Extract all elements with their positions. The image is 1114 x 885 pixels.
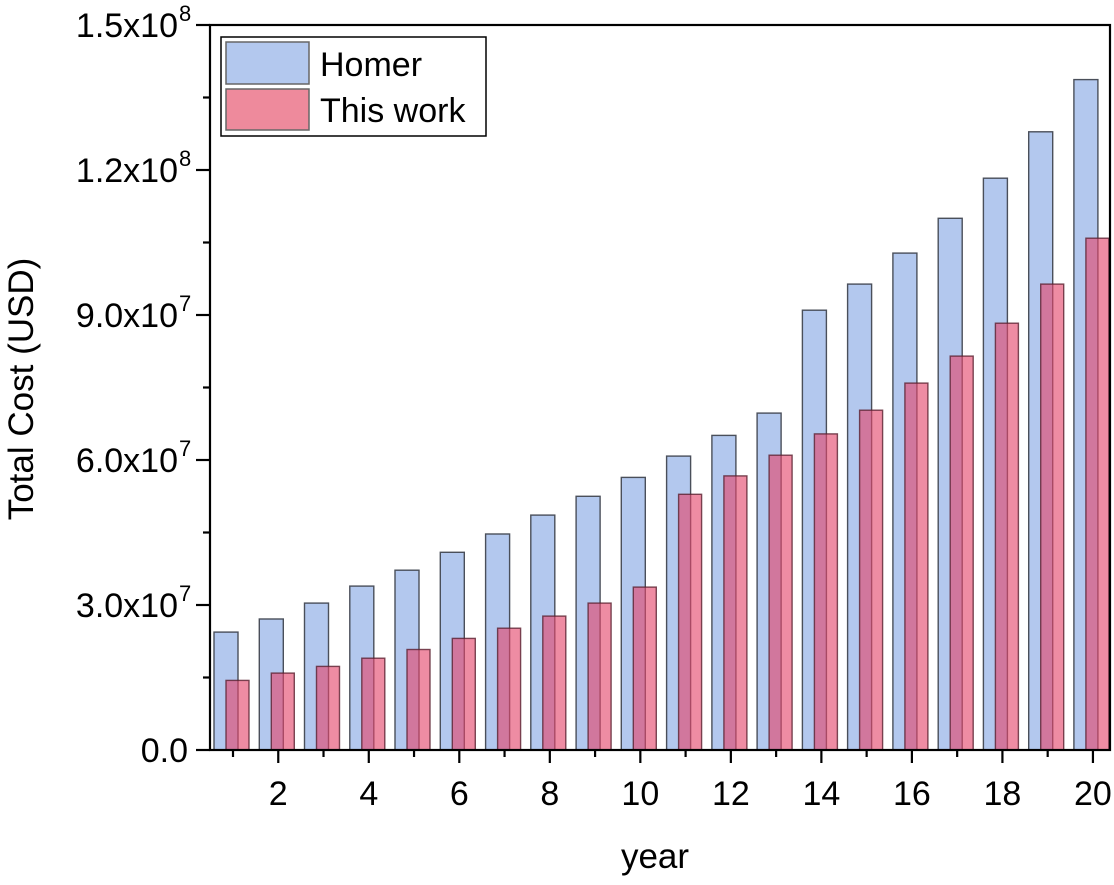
bar-this-work <box>858 409 884 751</box>
bar-this-work <box>1085 237 1110 751</box>
bar-this-work <box>904 382 929 751</box>
bar-this-work <box>587 602 612 751</box>
y-tick-label: 1.2x10 <box>76 152 178 190</box>
legend-swatch-this-work <box>225 88 310 131</box>
x-axis-ticks: 2 4 6 8 10 12 14 16 18 20 <box>231 750 1112 813</box>
y-axis-ticks: 0.03.0x10 76.0x10 79.0x10 71.2x10 81.5x10 8 <box>76 1 210 770</box>
y-tick-label: 0.0 <box>141 732 188 770</box>
x-tick-label: 6 <box>450 775 469 813</box>
bar-this-work <box>949 355 974 751</box>
bar-this-work <box>542 615 567 751</box>
series-this-work-bars <box>225 237 1110 751</box>
bar-this-work <box>768 454 793 751</box>
y-tick-exponent: 7 <box>179 291 191 316</box>
bar-this-work <box>677 493 703 751</box>
x-tick-label: 2 <box>269 775 288 813</box>
x-tick-label: 12 <box>712 775 750 813</box>
legend-label-homer: Homer <box>320 46 422 84</box>
y-tick-exponent: 7 <box>179 581 191 606</box>
bar-this-work <box>1039 283 1065 751</box>
y-tick-label: 6.0x10 <box>76 442 178 480</box>
bar-this-work <box>723 475 748 751</box>
x-tick-label: 14 <box>802 775 840 813</box>
bar-this-work <box>361 657 386 751</box>
bar-this-work <box>406 648 431 751</box>
y-tick-label: 9.0x10 <box>76 297 178 335</box>
bar-this-work <box>994 322 1020 751</box>
bar-this-work <box>813 433 839 751</box>
x-tick-label: 8 <box>540 775 559 813</box>
x-tick-label: 10 <box>621 775 659 813</box>
bar-this-work <box>496 627 522 751</box>
legend-label-this-work: This work <box>320 92 466 130</box>
y-tick-label: 1.5x10 <box>76 7 178 45</box>
bar-this-work <box>270 672 295 751</box>
legend: Homer This work <box>220 36 487 137</box>
x-tick-label: 4 <box>359 775 378 813</box>
bar-this-work <box>225 679 250 751</box>
x-tick-label: 20 <box>1074 775 1112 813</box>
x-tick-label: 16 <box>893 775 931 813</box>
y-tick-exponent: 8 <box>179 146 191 171</box>
y-tick-label: 3.0x10 <box>76 587 178 625</box>
bar-this-work <box>451 637 476 751</box>
bar-this-work <box>315 665 341 751</box>
y-axis-title: Total Cost (USD) <box>2 258 41 521</box>
x-tick-label: 18 <box>984 775 1022 813</box>
y-tick-exponent: 8 <box>179 1 191 26</box>
y-tick-exponent: 7 <box>179 436 191 461</box>
x-axis-title: year <box>621 837 689 876</box>
bar-this-work <box>632 586 657 751</box>
legend-swatch-homer <box>225 41 310 85</box>
